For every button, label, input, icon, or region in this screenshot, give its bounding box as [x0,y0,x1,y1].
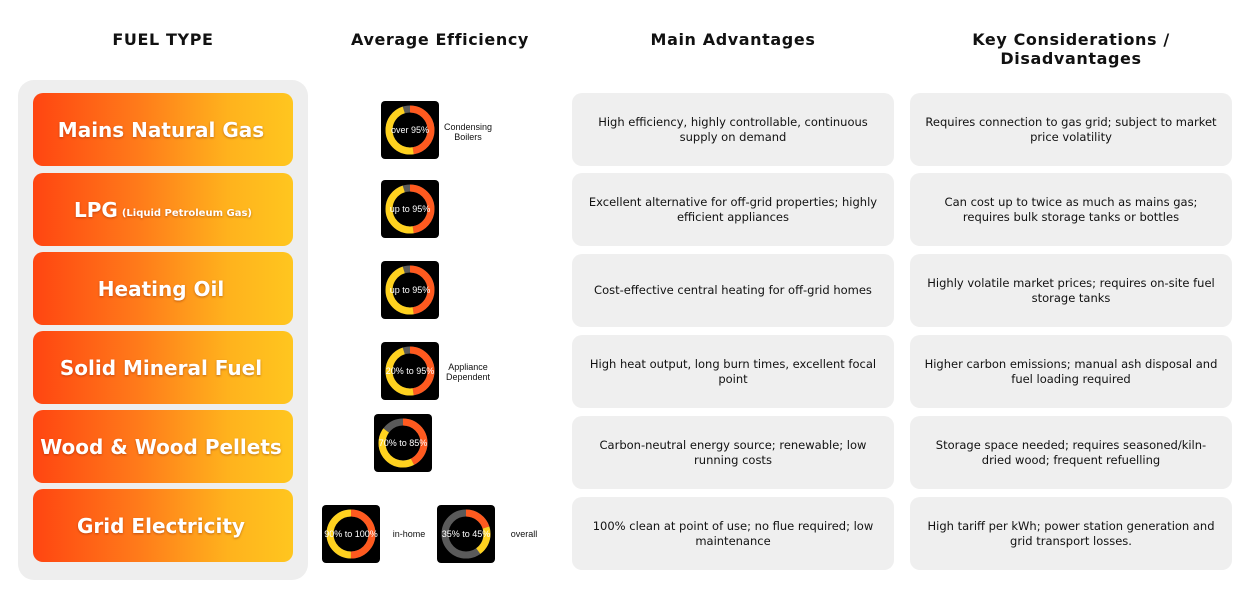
efficiency-note: in-home [392,529,426,539]
header-efficiency: Average Efficiency [351,30,529,49]
efficiency-value: 35% to 45% [441,529,491,539]
donut-segment-yellow [385,105,435,155]
disadvantage-text: High tariff per kWh; power station gener… [927,518,1215,548]
efficiency-value: 20% to 95% [385,366,435,376]
fuel-card-grid-electricity: Grid Electricity [33,489,293,562]
donut-segment-orange [378,418,428,468]
fuel-card-lpg: LPG (Liquid Petroleum Gas) [33,173,293,246]
fuel-card-wood-pellets: Wood & Wood Pellets [33,410,293,483]
donut-segment-yellow [385,184,435,234]
disadvantage-card: Requires connection to gas grid; subject… [910,93,1232,166]
header-fuel-type: FUEL TYPE [112,30,214,49]
fuel-name: Heating Oil [97,276,225,301]
advantage-text: Excellent alternative for off-grid prope… [588,194,878,224]
efficiency-value: over 95% [390,125,430,135]
donut-ring-icon [385,346,435,396]
advantage-text: High heat output, long burn times, excel… [589,356,877,386]
donut-segment-orange [385,265,435,315]
efficiency-donut: up to 95% [381,261,439,319]
donut-segment-orange [385,184,435,234]
fuel-name: Grid Electricity [77,513,245,538]
disadvantage-text: Higher carbon emissions; manual ash disp… [924,356,1218,386]
disadvantage-card: Can cost up to twice as much as mains ga… [910,173,1232,246]
donut-segment-yellow [385,265,435,315]
disadvantage-card: Highly volatile market prices; requires … [910,254,1232,327]
disadvantage-card: Storage space needed; requires seasoned/… [910,416,1232,489]
efficiency-value: up to 95% [389,204,431,214]
fuel-name: Mains Natural Gas [57,117,265,142]
fuel-card-heating-oil: Heating Oil [33,252,293,325]
efficiency-donut: up to 95% [381,180,439,238]
donut-segment-yellow [378,418,428,468]
donut-ring-icon [385,105,435,155]
fuel-name: Wood & Wood Pellets [40,434,282,459]
efficiency-donut: 70% to 85% [374,414,432,472]
disadvantage-card: Higher carbon emissions; manual ash disp… [910,335,1232,408]
header-advantages: Main Advantages [650,30,816,49]
fuel-subtitle: (Liquid Petroleum Gas) [121,208,252,219]
efficiency-note: overall [510,529,538,539]
donut-ring-icon [385,265,435,315]
donut-ring-icon [441,509,491,559]
efficiency-value: 90% to 100% [324,529,378,539]
donut-segment-orange [441,509,491,559]
disadvantage-text: Requires connection to gas grid; subject… [925,114,1217,144]
advantage-card: High heat output, long burn times, excel… [572,335,894,408]
advantage-text: Carbon-neutral energy source; renewable;… [599,437,867,467]
advantage-card: Excellent alternative for off-grid prope… [572,173,894,246]
advantage-card: Carbon-neutral energy source; renewable;… [572,416,894,489]
donut-ring-icon [326,509,376,559]
donut-segment-yellow [441,509,491,559]
advantage-text: High efficiency, highly controllable, co… [598,114,868,144]
disadvantage-text: Highly volatile market prices; requires … [927,275,1215,305]
efficiency-donut: 20% to 95% [381,342,439,400]
efficiency-value: 70% to 85% [378,438,428,448]
donut-segment-orange [385,346,435,396]
fuel-name: LPG [74,197,118,222]
efficiency-note: Appliance Dependent [445,362,491,382]
fuel-card-solid-mineral-fuel: Solid Mineral Fuel [33,331,293,404]
advantage-card: High efficiency, highly controllable, co… [572,93,894,166]
efficiency-donut-overall: 35% to 45% [437,505,495,563]
advantage-text: Cost-effective central heating for off-g… [594,283,872,297]
efficiency-note: Condensing Boilers [443,122,493,142]
donut-segment-yellow [385,346,435,396]
donut-segment-yellow [326,509,376,559]
fuel-card-mains-natural-gas: Mains Natural Gas [33,93,293,166]
disadvantage-text: Storage space needed; requires seasoned/… [935,437,1207,467]
advantage-card: Cost-effective central heating for off-g… [572,254,894,327]
efficiency-donut: over 95% [381,101,439,159]
disadvantage-card: High tariff per kWh; power station gener… [910,497,1232,570]
donut-ring-icon [378,418,428,468]
disadvantage-text: Can cost up to twice as much as mains ga… [944,194,1198,224]
advantage-card: 100% clean at point of use; no flue requ… [572,497,894,570]
efficiency-donut-in-home: 90% to 100% [322,505,380,563]
header-disadvantages: Key Considerations / Disadvantages [972,30,1170,68]
advantage-text: 100% clean at point of use; no flue requ… [592,518,874,548]
efficiency-value: up to 95% [389,285,431,295]
fuel-name: Solid Mineral Fuel [59,355,263,380]
donut-segment-orange [385,105,435,155]
donut-ring-icon [385,184,435,234]
